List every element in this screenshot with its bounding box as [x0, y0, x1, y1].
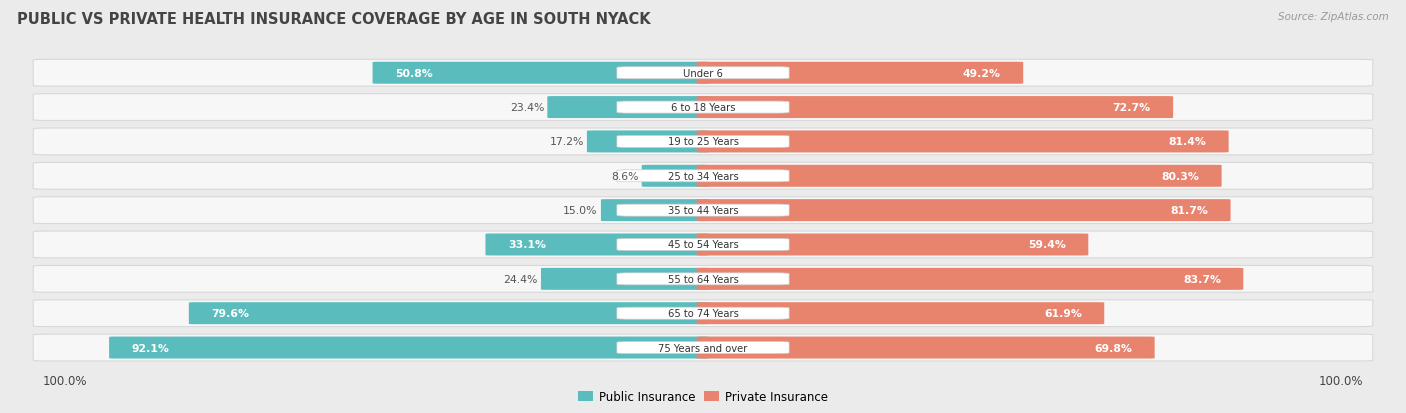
- FancyBboxPatch shape: [34, 95, 1372, 121]
- FancyBboxPatch shape: [188, 302, 710, 324]
- Text: 59.4%: 59.4%: [1028, 240, 1066, 250]
- FancyBboxPatch shape: [617, 204, 789, 217]
- Text: 6 to 18 Years: 6 to 18 Years: [671, 103, 735, 113]
- Text: 79.6%: 79.6%: [211, 309, 249, 318]
- FancyBboxPatch shape: [696, 165, 1222, 188]
- FancyBboxPatch shape: [641, 165, 710, 188]
- FancyBboxPatch shape: [547, 97, 710, 119]
- Text: Source: ZipAtlas.com: Source: ZipAtlas.com: [1278, 12, 1389, 22]
- Text: 81.7%: 81.7%: [1170, 206, 1208, 216]
- Text: 83.7%: 83.7%: [1182, 274, 1220, 284]
- Text: 80.3%: 80.3%: [1161, 171, 1199, 181]
- FancyBboxPatch shape: [696, 199, 1230, 222]
- Text: 49.2%: 49.2%: [963, 69, 1001, 78]
- FancyBboxPatch shape: [617, 273, 789, 285]
- FancyBboxPatch shape: [600, 199, 710, 222]
- Text: 72.7%: 72.7%: [1112, 103, 1150, 113]
- FancyBboxPatch shape: [34, 60, 1372, 87]
- FancyBboxPatch shape: [34, 266, 1372, 292]
- FancyBboxPatch shape: [110, 337, 710, 358]
- Text: 65 to 74 Years: 65 to 74 Years: [668, 309, 738, 318]
- FancyBboxPatch shape: [696, 337, 1154, 358]
- FancyBboxPatch shape: [34, 300, 1372, 327]
- FancyBboxPatch shape: [541, 268, 710, 290]
- FancyBboxPatch shape: [34, 232, 1372, 258]
- FancyBboxPatch shape: [696, 131, 1229, 153]
- FancyBboxPatch shape: [373, 63, 710, 85]
- Text: 24.4%: 24.4%: [503, 274, 537, 284]
- Text: 69.8%: 69.8%: [1094, 343, 1132, 353]
- FancyBboxPatch shape: [696, 234, 1088, 256]
- FancyBboxPatch shape: [617, 68, 789, 80]
- Text: 15.0%: 15.0%: [564, 206, 598, 216]
- FancyBboxPatch shape: [34, 129, 1372, 155]
- Text: 25 to 34 Years: 25 to 34 Years: [668, 171, 738, 181]
- Text: 19 to 25 Years: 19 to 25 Years: [668, 137, 738, 147]
- FancyBboxPatch shape: [696, 63, 1024, 85]
- Text: 35 to 44 Years: 35 to 44 Years: [668, 206, 738, 216]
- Text: Under 6: Under 6: [683, 69, 723, 78]
- Text: 50.8%: 50.8%: [395, 69, 433, 78]
- FancyBboxPatch shape: [696, 97, 1173, 119]
- FancyBboxPatch shape: [617, 136, 789, 148]
- Text: 45 to 54 Years: 45 to 54 Years: [668, 240, 738, 250]
- Text: 23.4%: 23.4%: [510, 103, 544, 113]
- FancyBboxPatch shape: [696, 302, 1104, 324]
- FancyBboxPatch shape: [617, 307, 789, 319]
- Text: 81.4%: 81.4%: [1168, 137, 1206, 147]
- Text: PUBLIC VS PRIVATE HEALTH INSURANCE COVERAGE BY AGE IN SOUTH NYACK: PUBLIC VS PRIVATE HEALTH INSURANCE COVER…: [17, 12, 651, 27]
- FancyBboxPatch shape: [34, 197, 1372, 224]
- Text: 92.1%: 92.1%: [131, 343, 169, 353]
- FancyBboxPatch shape: [617, 170, 789, 183]
- FancyBboxPatch shape: [696, 268, 1243, 290]
- FancyBboxPatch shape: [617, 342, 789, 354]
- Text: 61.9%: 61.9%: [1045, 309, 1083, 318]
- FancyBboxPatch shape: [34, 163, 1372, 190]
- Text: 8.6%: 8.6%: [612, 171, 638, 181]
- FancyBboxPatch shape: [485, 234, 710, 256]
- Text: 55 to 64 Years: 55 to 64 Years: [668, 274, 738, 284]
- Text: 75 Years and over: 75 Years and over: [658, 343, 748, 353]
- FancyBboxPatch shape: [34, 335, 1372, 361]
- Text: 33.1%: 33.1%: [508, 240, 546, 250]
- Text: 17.2%: 17.2%: [550, 137, 583, 147]
- FancyBboxPatch shape: [617, 239, 789, 251]
- FancyBboxPatch shape: [617, 102, 789, 114]
- Legend: Public Insurance, Private Insurance: Public Insurance, Private Insurance: [574, 385, 832, 408]
- FancyBboxPatch shape: [586, 131, 710, 153]
